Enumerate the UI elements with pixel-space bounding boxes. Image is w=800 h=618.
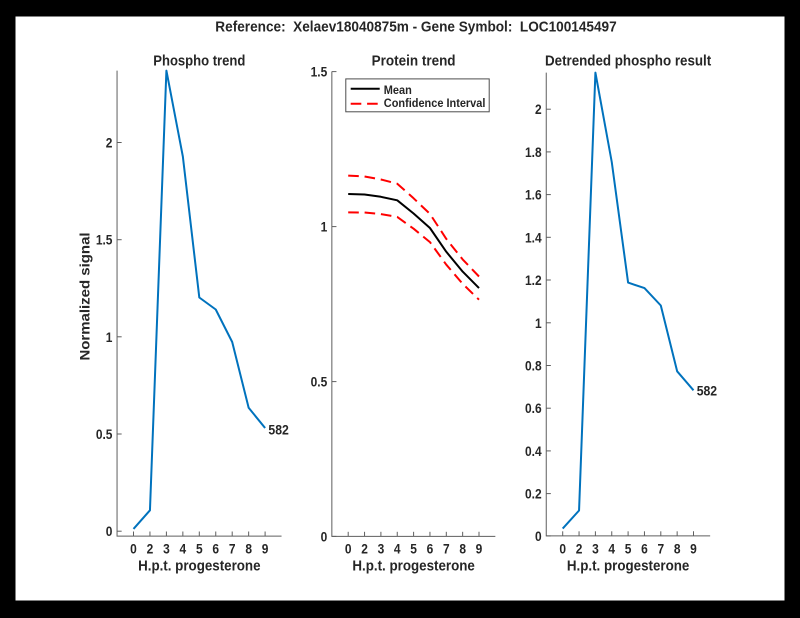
svg-text:0: 0 [321,529,328,545]
svg-text:0.5: 0.5 [311,374,328,390]
svg-text:4: 4 [180,541,187,557]
svg-text:2: 2 [361,541,368,557]
svg-text:582: 582 [268,422,288,438]
svg-text:0: 0 [345,541,352,557]
svg-text:9: 9 [476,541,483,557]
svg-text:2: 2 [106,135,113,151]
svg-text:Confidence Interval: Confidence Interval [384,98,486,111]
svg-text:1.2: 1.2 [525,272,542,288]
svg-text:1.4: 1.4 [525,230,542,246]
svg-text:2: 2 [576,541,583,557]
svg-text:0: 0 [559,541,566,557]
svg-text:6: 6 [427,541,434,557]
svg-text:1.6: 1.6 [525,187,542,203]
svg-text:1: 1 [106,329,113,345]
svg-text:0: 0 [535,528,542,544]
svg-text:1.5: 1.5 [96,232,113,248]
svg-text:3: 3 [163,541,170,557]
svg-text:5: 5 [625,541,632,557]
svg-text:Mean: Mean [384,84,412,97]
svg-text:0: 0 [130,541,137,557]
svg-text:0.6: 0.6 [525,400,542,416]
svg-text:Reference: Xelaev18040875m -: Reference: Xelaev18040875m - Gene Symbol… [215,18,617,34]
svg-text:Protein trend: Protein trend [372,52,456,69]
svg-text:2: 2 [147,541,154,557]
svg-text:0.5: 0.5 [96,426,113,442]
svg-text:5: 5 [410,541,417,557]
svg-text:1: 1 [321,219,328,235]
svg-text:5: 5 [196,541,203,557]
svg-text:3: 3 [378,541,385,557]
svg-text:0.8: 0.8 [525,358,542,374]
svg-text:H.p.t. progesterone: H.p.t. progesterone [352,557,475,574]
svg-text:H.p.t. progesterone: H.p.t. progesterone [138,557,261,574]
svg-text:7: 7 [657,541,664,557]
svg-text:4: 4 [608,541,615,557]
svg-text:0: 0 [106,523,113,539]
svg-text:2: 2 [535,101,542,117]
svg-text:9: 9 [690,541,697,557]
svg-text:1: 1 [535,315,542,331]
svg-text:Detrended phospho result: Detrended phospho result [545,52,712,69]
svg-text:9: 9 [262,541,269,557]
svg-text:1.8: 1.8 [525,144,542,160]
svg-text:7: 7 [443,541,450,557]
svg-text:582: 582 [697,383,717,399]
svg-text:4: 4 [394,541,401,557]
svg-text:0.2: 0.2 [525,486,542,502]
svg-text:8: 8 [245,541,252,557]
svg-text:Normalized signal: Normalized signal [78,232,93,360]
svg-text:3: 3 [592,541,599,557]
svg-text:0.4: 0.4 [525,443,542,459]
svg-text:7: 7 [229,541,236,557]
svg-text:Phospho trend: Phospho trend [153,53,245,69]
svg-text:8: 8 [459,541,466,557]
svg-text:6: 6 [212,541,219,557]
svg-text:8: 8 [674,541,681,557]
svg-text:1.5: 1.5 [311,64,328,80]
svg-text:H.p.t. progesterone: H.p.t. progesterone [567,557,690,574]
svg-text:6: 6 [641,541,648,557]
